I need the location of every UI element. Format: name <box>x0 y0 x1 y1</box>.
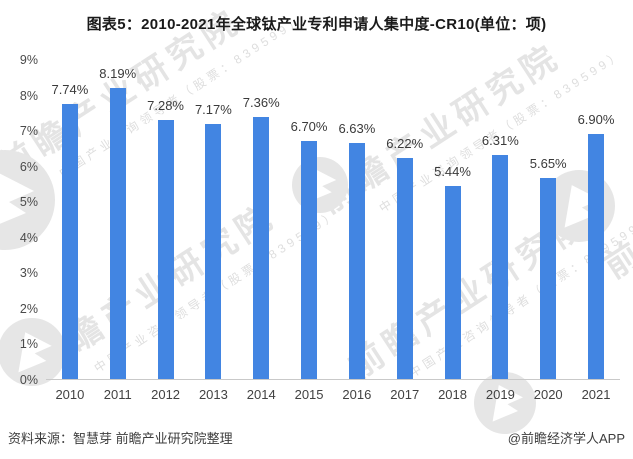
bar <box>61 103 78 379</box>
bar <box>157 120 174 379</box>
bar-column: 6.31% <box>476 60 524 379</box>
x-axis-tick-label: 2016 <box>342 387 372 402</box>
y-axis-tick-label: 6% <box>19 159 38 174</box>
bar-value-label: 6.63% <box>338 121 376 137</box>
bar-column: 6.63% <box>333 60 381 379</box>
x-axis-tick-label: 2018 <box>438 387 467 402</box>
y-axis-tick-label: 2% <box>19 301 38 316</box>
bar-column: 5.44% <box>429 60 477 379</box>
bar <box>492 154 509 379</box>
page-title: 图表5：2010-2021年全球钛产业专利申请人集中度-CR10(单位：项) <box>86 16 547 33</box>
x-axis-tick-label: 2012 <box>151 387 181 402</box>
bar-column: 6.70% <box>285 60 333 379</box>
bar-value-label: 6.90% <box>577 111 615 127</box>
bar-column: 8.19% <box>94 60 142 379</box>
x-axis-tick-label: 2020 <box>533 387 563 402</box>
bar-value-label: 8.19% <box>99 65 137 81</box>
bar-column: 7.36% <box>237 60 285 379</box>
x-axis-tick-label: 2019 <box>485 387 515 402</box>
y-axis-tick-label: 9% <box>19 53 38 67</box>
bar-value-label: 7.17% <box>194 102 232 118</box>
x-axis-tick-label: 2021 <box>581 387 611 402</box>
bar <box>588 133 605 379</box>
y-axis-tick-label: 8% <box>19 88 38 103</box>
x-axis-tick-label: 2015 <box>294 387 324 402</box>
footer: 资料来源：智慧芽 前瞻产业研究院整理 @前瞻经济学人APP <box>0 428 633 447</box>
credit-note: @前瞻经济学人APP <box>507 431 625 446</box>
bar <box>348 143 365 379</box>
bar-value-label: 6.31% <box>481 132 519 148</box>
bar-value-label: 7.36% <box>242 95 280 111</box>
x-axis-tick-label: 2014 <box>246 387 276 402</box>
bar-column: 6.22% <box>381 60 429 379</box>
x-axis-tick-label: 2017 <box>390 387 420 402</box>
bar <box>444 185 461 379</box>
bar-column: 7.17% <box>189 60 237 379</box>
bar-column: 7.28% <box>142 60 190 379</box>
bar-column: 6.90% <box>572 60 620 379</box>
x-axis-tick-label: 2010 <box>55 387 85 402</box>
bar <box>301 140 318 379</box>
bar-value-label: 6.70% <box>290 118 328 134</box>
y-axis-tick-label: 4% <box>19 230 38 245</box>
bar <box>205 124 222 379</box>
x-axis: 2010 2011 2012 2013 2014 2015 2016 2017 2018 2019… <box>46 387 620 402</box>
x-axis-tick-label: 2011 <box>103 387 132 402</box>
y-axis-tick-label: 0% <box>19 373 38 387</box>
bar-chart: 9% 8% 7% 6% 5% 4% 3% 2% 1% 0% 7.74% 8.19% 7.28% 7.17… <box>0 42 633 408</box>
x-axis-tick-label: 2013 <box>198 387 228 402</box>
bar-value-label: 7.28% <box>147 98 184 114</box>
bar-column: 7.74% <box>46 60 94 379</box>
bar <box>396 157 413 379</box>
y-axis-tick-label: 7% <box>19 124 38 139</box>
plot-area: 7.74% 8.19% 7.28% 7.17% 7.36% 6.70% 6.63% 6.22%… <box>46 60 620 380</box>
source-note: 资料来源：智慧芽 前瞻产业研究院整理 <box>8 431 233 446</box>
y-axis-tick-label: 3% <box>19 266 38 281</box>
bar-value-label: 7.74% <box>51 81 89 97</box>
bar-value-label: 6.22% <box>386 135 424 151</box>
bar-value-label: 5.65% <box>529 156 567 172</box>
bar-column: 5.65% <box>524 60 572 379</box>
bar <box>253 117 270 379</box>
bar-value-label: 5.44% <box>434 163 471 179</box>
bar <box>540 178 557 379</box>
y-axis-tick-label: 1% <box>19 337 38 352</box>
y-axis-tick-label: 5% <box>19 195 38 210</box>
bar <box>109 87 126 379</box>
y-axis: 9% 8% 7% 6% 5% 4% 3% 2% 1% 0% <box>0 53 38 387</box>
